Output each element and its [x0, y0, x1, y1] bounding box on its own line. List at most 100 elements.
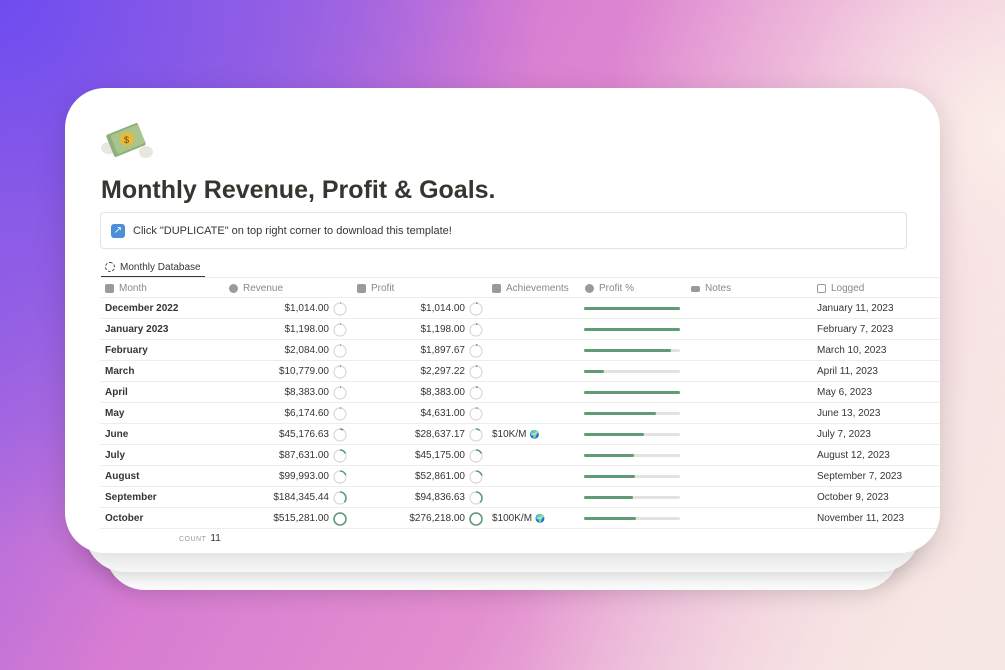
column-header-achievements[interactable]: Achievements	[492, 278, 569, 299]
profit-progress-ring	[469, 445, 483, 466]
logged-cell: November 11, 2023	[817, 513, 905, 524]
revenue-cell: $6,174.60	[284, 408, 330, 419]
profit-pct-fill	[584, 412, 656, 415]
profit-progress-ring	[469, 466, 483, 487]
profit-cell: $94,836.63	[414, 492, 465, 503]
trophy-icon	[492, 284, 501, 293]
revenue-cell: $99,993.00	[278, 471, 329, 482]
month-cell: August	[105, 471, 140, 482]
profit-progress-ring	[469, 361, 483, 382]
profit-cell: $8,383.00	[420, 387, 466, 398]
table-row[interactable]: May $6,174.60 $4,631.00 June 13, 2023	[100, 403, 940, 424]
logged-cell: February 7, 2023	[817, 324, 894, 335]
revenue-cell: $8,383.00	[284, 387, 330, 398]
profit-cell: $1,897.67	[420, 345, 466, 356]
revenue-progress-ring	[333, 466, 347, 487]
revenue-cell: $1,014.00	[284, 303, 330, 314]
profit-pct-bar	[584, 517, 680, 520]
profit-progress-ring	[469, 298, 483, 319]
logged-cell: August 12, 2023	[817, 450, 890, 461]
tab-label: Monthly Database	[120, 261, 201, 273]
text-lines-icon	[691, 285, 700, 292]
profit-pct-fill	[584, 328, 680, 331]
achievement-cell: $10K/M 🌍	[492, 429, 540, 440]
page-title: Monthly Revenue, Profit & Goals.	[101, 176, 496, 204]
gallery-view-icon	[105, 262, 115, 272]
svg-text:$: $	[124, 135, 129, 145]
profit-pct-bar	[584, 349, 680, 352]
logged-cell: October 9, 2023	[817, 492, 889, 503]
logged-cell: September 7, 2023	[817, 471, 903, 482]
arrow-up-right-icon: ↗	[111, 223, 125, 238]
profit-progress-ring	[469, 424, 483, 445]
notion-page-card: $ Monthly Revenue, Profit & Goals. ↗ Cli…	[65, 88, 940, 553]
month-cell: February	[105, 345, 148, 356]
profit-pct-fill	[584, 454, 634, 457]
profit-pct-bar	[584, 475, 680, 478]
profit-cell: $45,175.00	[414, 450, 465, 461]
profit-cell: $28,637.17	[414, 429, 465, 440]
month-cell: March	[105, 366, 135, 377]
revenue-progress-ring	[333, 361, 347, 382]
column-header-revenue[interactable]: Revenue	[229, 278, 283, 299]
month-cell: July	[105, 450, 126, 461]
count-footer: COUNT 11	[179, 533, 221, 544]
revenue-progress-ring	[333, 382, 347, 403]
profit-pct-fill	[584, 370, 605, 373]
money-with-wings-icon: $	[101, 123, 153, 158]
logged-cell: April 11, 2023	[817, 366, 878, 377]
revenue-progress-ring	[333, 319, 347, 340]
table-row[interactable]: January 2023 $1,198.00 $1,198.00 Februar…	[100, 319, 940, 340]
profit-pct-fill	[584, 517, 636, 520]
profit-progress-ring	[469, 487, 483, 508]
revenue-cell: $1,198.00	[284, 324, 330, 335]
month-cell: April	[105, 387, 128, 398]
revenue-progress-ring	[333, 445, 347, 466]
column-header-profit[interactable]: Profit	[357, 278, 394, 299]
table-row[interactable]: February $2,084.00 $1,897.67 March 10, 2…	[100, 340, 940, 361]
title-icon	[105, 284, 114, 293]
profit-pct-bar	[584, 454, 680, 457]
month-cell: December 2022	[105, 303, 179, 314]
table-row[interactable]: July $87,631.00 $45,175.00 August 12, 20…	[100, 445, 940, 466]
globe-icon: 🌍	[529, 430, 540, 439]
profit-cell: $276,218.00	[409, 513, 465, 524]
profit-pct-bar	[584, 328, 680, 331]
month-cell: May	[105, 408, 125, 419]
calendar-icon	[817, 284, 826, 293]
revenue-cell: $45,176.63	[278, 429, 329, 440]
formula-icon	[585, 284, 594, 293]
table-row[interactable]: October $515,281.00 $276,218.00 $100K/M 🌍…	[100, 508, 940, 529]
column-header-logged[interactable]: Logged	[817, 278, 864, 299]
logged-cell: July 7, 2023	[817, 429, 871, 440]
column-header-profit-pct[interactable]: Profit %	[585, 278, 634, 299]
table-row[interactable]: September $184,345.44 $94,836.63 October…	[100, 487, 940, 508]
profit-pct-fill	[584, 496, 633, 499]
column-header-notes[interactable]: Notes	[691, 278, 731, 299]
table-row[interactable]: April $8,383.00 $8,383.00 May 6, 2023	[100, 382, 940, 403]
profit-pct-fill	[584, 349, 672, 352]
profit-pct-fill	[584, 475, 635, 478]
logged-cell: March 10, 2023	[817, 345, 887, 356]
profit-progress-ring	[469, 382, 483, 403]
table-row[interactable]: March $10,779.00 $2,297.22 April 11, 202…	[100, 361, 940, 382]
achievement-cell: $100K/M 🌍	[492, 513, 545, 524]
revenue-cell: $87,631.00	[278, 450, 329, 461]
month-cell: September	[105, 492, 157, 503]
database-table: Month Revenue Profit Achievements Profit…	[100, 277, 940, 529]
profit-pct-bar	[584, 412, 680, 415]
revenue-progress-ring	[333, 487, 347, 508]
profit-pct-fill	[584, 307, 680, 310]
column-header-month[interactable]: Month	[105, 278, 147, 299]
tab-monthly-database[interactable]: Monthly Database	[101, 258, 205, 278]
table-row[interactable]: June $45,176.63 $28,637.17 $10K/M 🌍 July …	[100, 424, 940, 445]
month-cell: January 2023	[105, 324, 169, 335]
table-row[interactable]: December 2022 $1,014.00 $1,014.00 Januar…	[100, 298, 940, 319]
month-cell: June	[105, 429, 129, 440]
revenue-cell: $184,345.44	[273, 492, 329, 503]
table-row[interactable]: August $99,993.00 $52,861.00 September 7…	[100, 466, 940, 487]
profit-progress-ring	[469, 319, 483, 340]
revenue-progress-ring	[333, 508, 347, 529]
revenue-progress-ring	[333, 403, 347, 424]
profit-cell: $4,631.00	[420, 408, 466, 419]
